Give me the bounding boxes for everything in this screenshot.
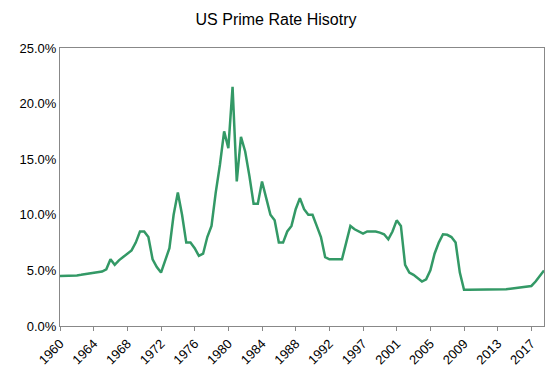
svg-text:1964: 1964 [69,336,100,367]
svg-text:1976: 1976 [170,336,201,367]
svg-text:20.0%: 20.0% [20,96,57,111]
svg-text:10.0%: 10.0% [20,207,57,222]
svg-text:1997: 1997 [339,336,370,367]
svg-text:2017: 2017 [507,336,538,367]
svg-text:1992: 1992 [305,336,336,367]
svg-text:2009: 2009 [440,336,471,367]
svg-text:1984: 1984 [238,336,269,367]
svg-text:25.0%: 25.0% [20,41,57,56]
svg-text:2005: 2005 [406,336,437,367]
svg-text:1968: 1968 [103,336,134,367]
svg-text:1972: 1972 [137,336,168,367]
svg-text:2013: 2013 [473,336,504,367]
svg-text:1980: 1980 [204,336,235,367]
svg-text:1988: 1988 [271,336,302,367]
svg-text:0.0%: 0.0% [27,319,57,334]
svg-text:1960: 1960 [36,336,67,367]
svg-text:2001: 2001 [372,336,403,367]
svg-text:US Prime Rate Hisotry: US Prime Rate Hisotry [196,11,357,28]
svg-text:5.0%: 5.0% [27,263,57,278]
svg-text:15.0%: 15.0% [20,152,57,167]
